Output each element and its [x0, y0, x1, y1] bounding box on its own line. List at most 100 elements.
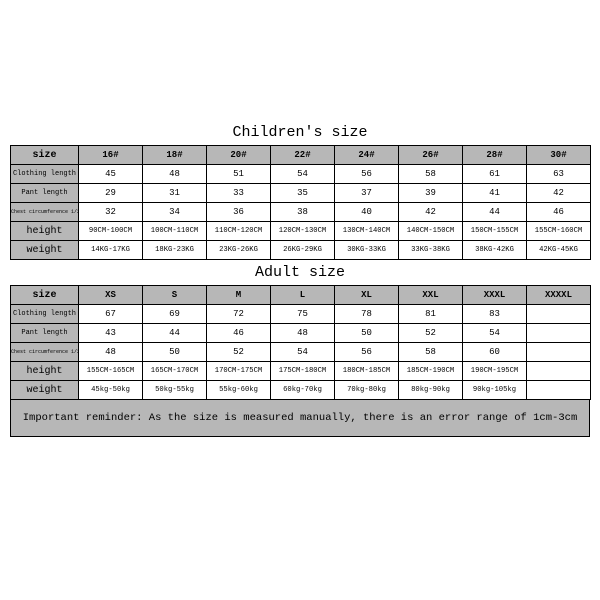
cell: 58 — [399, 165, 463, 184]
cell: 48 — [143, 165, 207, 184]
cell: 58 — [399, 343, 463, 362]
cell: 155CM-165CM — [79, 362, 143, 381]
cell: 41 — [463, 184, 527, 203]
cell: 14KG-17KG — [79, 241, 143, 260]
cell: 35 — [271, 184, 335, 203]
cell: 120CM-130CM — [271, 222, 335, 241]
cell: 44 — [143, 324, 207, 343]
cell: 185CM-190CM — [399, 362, 463, 381]
cell: 50 — [143, 343, 207, 362]
cell: 110CM-120CM — [207, 222, 271, 241]
cell — [527, 343, 591, 362]
cell: 32 — [79, 203, 143, 222]
cell: 54 — [271, 343, 335, 362]
cell: 48 — [79, 343, 143, 362]
cell: 51 — [207, 165, 271, 184]
cell — [527, 362, 591, 381]
cell: 175CM-180CM — [271, 362, 335, 381]
cell: 69 — [143, 305, 207, 324]
size-header: 30# — [527, 146, 591, 165]
table-row: Clothing length 45 48 51 54 56 58 61 63 — [11, 165, 591, 184]
cell: 48 — [271, 324, 335, 343]
cell: 23KG-26KG — [207, 241, 271, 260]
size-header: XXXL — [463, 286, 527, 305]
cell: 190CM-195CM — [463, 362, 527, 381]
cell: 130CM-140CM — [335, 222, 399, 241]
size-header: 20# — [207, 146, 271, 165]
table-row: height 90CM-100CM 100CM-110CM 110CM-120C… — [11, 222, 591, 241]
cell: 56 — [335, 165, 399, 184]
cell: 70kg-80kg — [335, 381, 399, 400]
children-title: Children's size — [10, 120, 590, 145]
table-row: weight 45kg-50kg 50kg-55kg 55kg-60kg 60k… — [11, 381, 591, 400]
cell: 83 — [463, 305, 527, 324]
cell: 52 — [207, 343, 271, 362]
size-header: XL — [335, 286, 399, 305]
cell: 50kg-55kg — [143, 381, 207, 400]
table-row: size 16# 18# 20# 22# 24# 26# 28# 30# — [11, 146, 591, 165]
cell — [527, 324, 591, 343]
row-label-size: size — [11, 286, 79, 305]
cell: 44 — [463, 203, 527, 222]
table-row: Pant length 43 44 46 48 50 52 54 — [11, 324, 591, 343]
adult-title: Adult size — [10, 260, 590, 285]
cell: 55kg-60kg — [207, 381, 271, 400]
cell: 100CM-110CM — [143, 222, 207, 241]
cell: 54 — [271, 165, 335, 184]
cell: 90kg-105kg — [463, 381, 527, 400]
cell: 33KG-38KG — [399, 241, 463, 260]
row-label-clothing-length: Clothing length — [11, 305, 79, 324]
cell: 42KG-45KG — [527, 241, 591, 260]
size-chart-container: Children's size size 16# 18# 20# 22# 24#… — [0, 0, 600, 437]
size-header: S — [143, 286, 207, 305]
row-label-height: height — [11, 362, 79, 381]
table-row: size XS S M L XL XXL XXXL XXXXL — [11, 286, 591, 305]
cell: 75 — [271, 305, 335, 324]
cell: 39 — [399, 184, 463, 203]
size-header: 22# — [271, 146, 335, 165]
adult-size-table: size XS S M L XL XXL XXXL XXXXL Clothing… — [10, 285, 591, 400]
cell: 42 — [527, 184, 591, 203]
cell: 60kg-70kg — [271, 381, 335, 400]
cell: 18KG-23KG — [143, 241, 207, 260]
size-header: 24# — [335, 146, 399, 165]
cell: 26KG-29KG — [271, 241, 335, 260]
cell: 46 — [207, 324, 271, 343]
row-label-size: size — [11, 146, 79, 165]
table-row: Clothing length 67 69 72 75 78 81 83 — [11, 305, 591, 324]
row-label-weight: weight — [11, 381, 79, 400]
cell — [527, 381, 591, 400]
row-label-pant-length: Pant length — [11, 184, 79, 203]
row-label-chest: Chest circumference 1/2 — [11, 343, 79, 362]
cell: 90CM-100CM — [79, 222, 143, 241]
cell: 34 — [143, 203, 207, 222]
row-label-height: height — [11, 222, 79, 241]
cell: 81 — [399, 305, 463, 324]
cell: 30KG-33KG — [335, 241, 399, 260]
children-size-table: size 16# 18# 20# 22# 24# 26# 28# 30# Clo… — [10, 145, 591, 260]
cell: 67 — [79, 305, 143, 324]
cell: 140CM-150CM — [399, 222, 463, 241]
cell: 38KG-42KG — [463, 241, 527, 260]
size-header: XXL — [399, 286, 463, 305]
cell: 80kg-90kg — [399, 381, 463, 400]
size-header: 16# — [79, 146, 143, 165]
size-header: XXXXL — [527, 286, 591, 305]
cell: 37 — [335, 184, 399, 203]
reminder-note: Important reminder: As the size is measu… — [10, 400, 590, 437]
cell: 72 — [207, 305, 271, 324]
table-row: height 155CM-165CM 165CM-170CM 170CM-175… — [11, 362, 591, 381]
cell: 150CM-155CM — [463, 222, 527, 241]
row-label-weight: weight — [11, 241, 79, 260]
cell: 36 — [207, 203, 271, 222]
cell: 63 — [527, 165, 591, 184]
cell: 61 — [463, 165, 527, 184]
cell: 33 — [207, 184, 271, 203]
cell: 31 — [143, 184, 207, 203]
size-header: 26# — [399, 146, 463, 165]
cell: 165CM-170CM — [143, 362, 207, 381]
table-row: Chest circumference 1/2 32 34 36 38 40 4… — [11, 203, 591, 222]
cell: 155CM-160CM — [527, 222, 591, 241]
cell: 42 — [399, 203, 463, 222]
table-row: weight 14KG-17KG 18KG-23KG 23KG-26KG 26K… — [11, 241, 591, 260]
